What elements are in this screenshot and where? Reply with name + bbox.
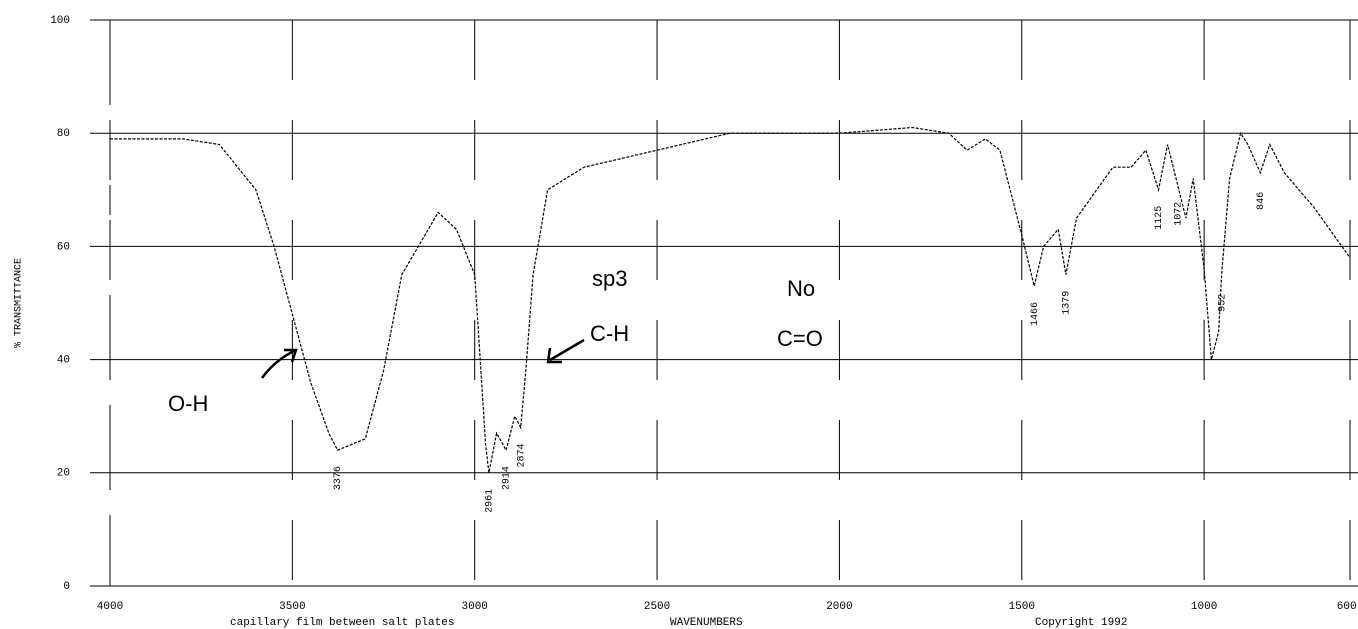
x-tick-label: 600. [1337,601,1358,613]
note: capillary film between salt plates [230,617,454,629]
peak-label: 2874 [516,444,527,468]
x-tick-label: 3000 [462,601,488,613]
x-axis-title: WAVENUMBERS [670,617,743,629]
x-tick-label: 1500 [1009,601,1035,613]
y-tick-label: 0 [63,581,70,593]
copyright: Copyright 1992 [1035,617,1127,629]
y-tick-label: 40 [57,355,70,367]
x-tick-label: 1000 [1191,601,1217,613]
annotation: C-H [590,321,629,346]
y-axis-title: % TRANSMITTANCE [14,258,25,348]
y-tick-label: 20 [57,468,70,480]
peak-label: 1072 [1173,202,1184,226]
y-tick-label: 60 [57,241,70,253]
arrow [546,338,585,364]
x-tick-label: 2500 [644,601,670,613]
x-tick-label: 2000 [826,601,852,613]
peak-label: 3376 [333,466,344,490]
x-tick-label: 4000 [97,601,123,613]
peak-label: 2961 [485,489,496,513]
annotation: No [787,276,815,301]
x-tick-label: 3500 [279,601,305,613]
peak-label: 1379 [1062,291,1073,315]
peak-label: 2914 [502,466,513,490]
annotation: O-H [168,391,208,416]
annotation: C=O [777,326,823,351]
y-tick-label: 80 [57,128,70,140]
peak-label: 1125 [1154,206,1165,230]
annotation: sp3 [592,266,627,291]
peak-label: 846 [1256,192,1267,210]
spectrum-line [110,126,1351,473]
arrow [260,348,298,379]
peak-label: 1466 [1030,302,1041,326]
y-tick-label: 100 [50,15,70,27]
peak-label: 952 [1217,294,1228,312]
